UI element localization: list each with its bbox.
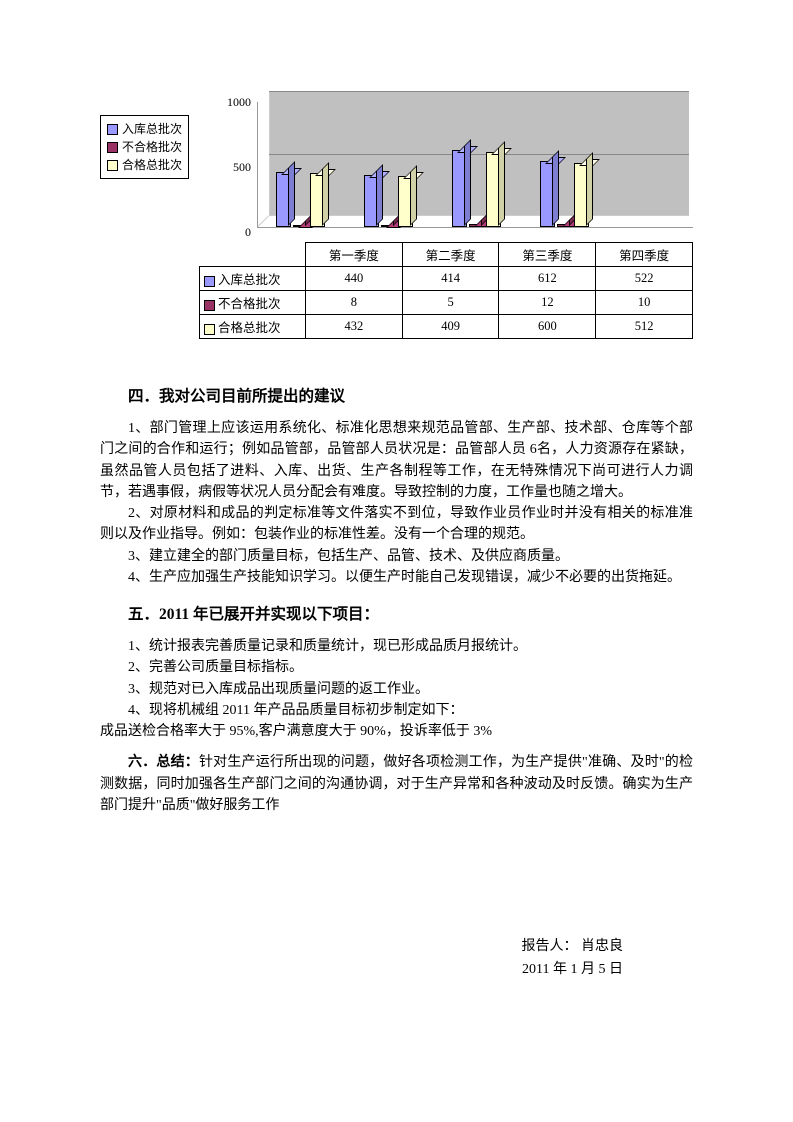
list-item: 2、完善公司质量目标指标。 bbox=[100, 657, 693, 678]
table-cell: 612 bbox=[499, 267, 596, 291]
paragraph: 4、生产应加强生产技能知识学习。以便生产时能自己发现错误，减少不必要的出货拖延。 bbox=[100, 567, 693, 588]
table-cell: 10 bbox=[596, 291, 693, 315]
section-6: 六．总结：针对生产运行所出现的问题，做好各项检测工作，为生产提供"准确、及时"的… bbox=[100, 752, 693, 816]
row-label-text: 入库总批次 bbox=[218, 273, 281, 287]
bar-group-q3 bbox=[452, 150, 501, 227]
section-5: 五．2011 年已展开并实现以下项目： 1、统计报表完善质量记录和质量统计，现已… bbox=[100, 602, 693, 742]
reporter-label: 报告人： bbox=[522, 939, 578, 954]
plot-area bbox=[257, 102, 693, 228]
table-row: 合格总批次 432 409 600 512 bbox=[200, 315, 693, 339]
row-label: 不合格批次 bbox=[200, 291, 306, 315]
paragraph: 成品送检合格率大于 95%,客户满意度大于 90%，投诉率低于 3% bbox=[100, 721, 693, 742]
bar bbox=[293, 225, 308, 227]
row-swatch-icon bbox=[204, 324, 215, 335]
bar bbox=[398, 176, 413, 227]
row-label: 入库总批次 bbox=[200, 267, 306, 291]
floor-edge bbox=[258, 216, 269, 227]
chart-and-table: 1000 500 0 bbox=[199, 90, 693, 339]
table-cell: 512 bbox=[596, 315, 693, 339]
legend-item: 不合格批次 bbox=[107, 138, 182, 156]
table-header: 第一季度 bbox=[306, 243, 403, 267]
paragraph: 六．总结：针对生产运行所出现的问题，做好各项检测工作，为生产提供"准确、及时"的… bbox=[100, 752, 693, 816]
table-header: 第三季度 bbox=[499, 243, 596, 267]
section-4-title: 四．我对公司目前所提出的建议 bbox=[100, 384, 693, 406]
table-row: 不合格批次 8 5 12 10 bbox=[200, 291, 693, 315]
y-tick: 500 bbox=[209, 160, 251, 175]
chart-section: 入库总批次 不合格批次 合格总批次 1000 500 0 bbox=[100, 90, 693, 339]
table-header: 第二季度 bbox=[402, 243, 499, 267]
legend-label: 不合格批次 bbox=[122, 138, 182, 156]
bar bbox=[381, 225, 396, 227]
reporter-name: 肖忠良 bbox=[581, 939, 623, 954]
legend-swatch-icon bbox=[107, 142, 118, 153]
y-tick: 1000 bbox=[209, 95, 251, 110]
bar bbox=[276, 172, 291, 227]
paragraph: 2、对原材料和成品的判定标准等文件落实不到位，导致作业员作业时并没有相关的标准准… bbox=[100, 503, 693, 546]
table-header: 第四季度 bbox=[596, 243, 693, 267]
table-cell: 409 bbox=[402, 315, 499, 339]
legend-label: 合格总批次 bbox=[122, 156, 182, 174]
bar bbox=[486, 152, 501, 227]
bar bbox=[452, 150, 467, 227]
section-6-title: 六．总结： bbox=[128, 755, 199, 770]
bar-group-q2 bbox=[364, 175, 413, 227]
row-label-text: 不合格批次 bbox=[218, 297, 281, 311]
row-label: 合格总批次 bbox=[200, 315, 306, 339]
paragraph: 3、建立建全的部门质量目标，包括生产、品管、技术、及供应商质量。 bbox=[100, 546, 693, 567]
list-item: 4、现将机械组 2011 年产品品质量目标初步制定如下： bbox=[100, 700, 693, 721]
row-swatch-icon bbox=[204, 300, 215, 311]
section-4: 四．我对公司目前所提出的建议 1、部门管理上应该运用系统化、标准化思想来规范品管… bbox=[100, 384, 693, 588]
table-cell: 12 bbox=[499, 291, 596, 315]
legend-swatch-icon bbox=[107, 124, 118, 135]
table-header-row: 第一季度 第二季度 第三季度 第四季度 bbox=[200, 243, 693, 267]
row-label-text: 合格总批次 bbox=[218, 321, 281, 335]
reporter-line: 报告人： 肖忠良 bbox=[100, 936, 623, 958]
legend-label: 入库总批次 bbox=[122, 120, 182, 138]
table-cell: 440 bbox=[306, 267, 403, 291]
bar bbox=[557, 224, 572, 227]
bar bbox=[364, 175, 379, 227]
table-cell: 5 bbox=[402, 291, 499, 315]
bar bbox=[540, 161, 555, 227]
table-cell: 8 bbox=[306, 291, 403, 315]
list-item: 1、统计报表完善质量记录和质量统计，现已形成品质月报统计。 bbox=[100, 636, 693, 657]
legend-item: 合格总批次 bbox=[107, 156, 182, 174]
bar bbox=[469, 224, 484, 227]
bar bbox=[310, 173, 325, 227]
bar-chart: 1000 500 0 bbox=[209, 90, 693, 240]
chart-legend: 入库总批次 不合格批次 合格总批次 bbox=[100, 115, 189, 179]
bar-group-q4 bbox=[540, 161, 589, 227]
table-cell: 414 bbox=[402, 267, 499, 291]
legend-swatch-icon bbox=[107, 160, 118, 171]
legend-item: 入库总批次 bbox=[107, 120, 182, 138]
chart-data-table: 第一季度 第二季度 第三季度 第四季度 入库总批次 440 414 612 52… bbox=[199, 242, 693, 339]
bar bbox=[574, 163, 589, 227]
section-5-title: 五．2011 年已展开并实现以下项目： bbox=[100, 602, 693, 624]
gridline bbox=[269, 91, 689, 92]
paragraph: 1、部门管理上应该运用系统化、标准化思想来规范品管部、生产部、技术部、仓库等个部… bbox=[100, 418, 693, 503]
bar-group-q1 bbox=[276, 172, 325, 227]
y-tick: 0 bbox=[209, 225, 251, 240]
y-axis: 1000 500 0 bbox=[209, 90, 251, 240]
table-cell: 600 bbox=[499, 315, 596, 339]
report-date: 2011 年 1 月 5 日 bbox=[100, 959, 623, 981]
signature-block: 报告人： 肖忠良 2011 年 1 月 5 日 bbox=[100, 936, 693, 981]
table-cell: 432 bbox=[306, 315, 403, 339]
table-row: 入库总批次 440 414 612 522 bbox=[200, 267, 693, 291]
row-swatch-icon bbox=[204, 276, 215, 287]
list-item: 3、规范对已入库成品出现质量问题的返工作业。 bbox=[100, 679, 693, 700]
table-cell: 522 bbox=[596, 267, 693, 291]
